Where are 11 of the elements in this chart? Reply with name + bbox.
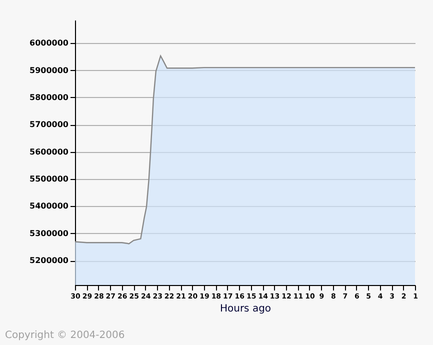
y-tick-label: 5500000 [30,174,69,184]
y-tick-label: 5300000 [30,228,69,238]
y-tick-label: 5400000 [30,202,69,211]
text: Copyright © 2004-2006 [5,330,125,341]
x-axis-title: Hours ago [220,304,272,314]
y-tick-label: 5700000 [30,120,69,130]
y-tick-label: 5800000 [30,92,69,102]
y-tick-label: 5900000 [30,66,69,75]
y-tick-label: 6000000 [30,38,69,48]
y-tick-label: 5600000 [30,147,69,156]
y-tick-label: 5200000 [30,256,69,266]
